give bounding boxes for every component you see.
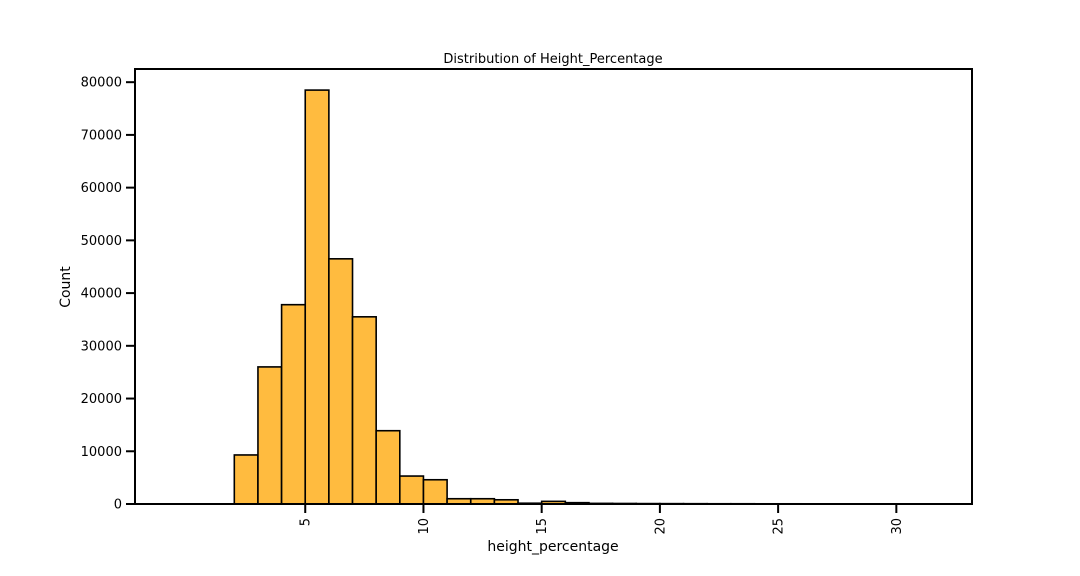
histogram-bar [257, 366, 283, 505]
y-tick-label: 60000 [81, 181, 122, 196]
x-tick-label: 10 [417, 518, 432, 535]
histogram-bar [375, 429, 401, 505]
histogram-bar [328, 258, 354, 505]
histogram-bar [280, 303, 307, 505]
y-axis-ticks: 0 10000 20000 30000 40000 50000 60000 70000 8000… [81, 76, 135, 513]
y-tick-label: 20000 [81, 392, 122, 407]
histogram-bar [399, 475, 425, 505]
x-axis-label: height_percentage [487, 539, 618, 555]
histogram-bar [422, 478, 448, 505]
chart-title: Distribution of Height_Percentage [443, 52, 662, 67]
y-tick-label: 10000 [81, 445, 122, 460]
y-tick-label: 70000 [81, 128, 122, 143]
y-tick-label: 80000 [81, 76, 122, 91]
y-tick-label: 0 [114, 498, 122, 513]
y-tick-label: 50000 [81, 234, 122, 249]
histogram-bar [233, 454, 259, 505]
x-tick-label: 15 [535, 518, 550, 535]
histogram-bar [304, 89, 330, 505]
histogram-bar [351, 316, 377, 505]
x-tick-label: 20 [653, 518, 668, 535]
y-tick-label: 30000 [81, 339, 122, 354]
x-tick-label: 30 [890, 518, 905, 535]
x-axis-ticks: 5 10 15 20 25 30 [299, 504, 905, 535]
y-axis-label: Count [58, 266, 74, 308]
bars-group [233, 89, 945, 505]
plot-frame [134, 68, 973, 505]
y-tick-label: 40000 [81, 287, 122, 302]
x-tick-label: 5 [299, 518, 314, 526]
x-tick-label: 25 [772, 518, 787, 535]
